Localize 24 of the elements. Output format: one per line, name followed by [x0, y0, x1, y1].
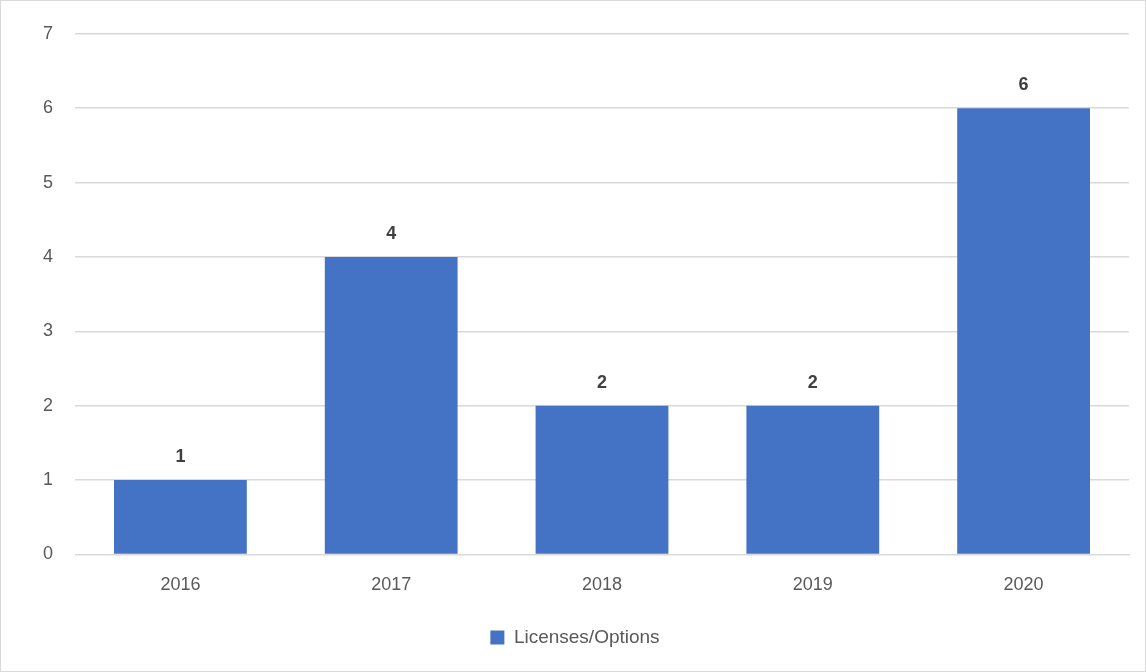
x-tick-label: 2018 — [581, 574, 623, 595]
data-label: 6 — [1018, 74, 1029, 95]
bar — [535, 405, 669, 554]
bar — [957, 108, 1090, 554]
y-tick-label: 6 — [43, 97, 54, 118]
y-tick-label: 4 — [43, 245, 54, 266]
bar — [324, 256, 458, 554]
data-label: 1 — [175, 446, 186, 466]
bar — [746, 405, 880, 554]
bar — [114, 480, 247, 554]
data-label: 4 — [386, 222, 397, 243]
x-tick-label: 2016 — [160, 574, 201, 595]
y-tick-label: 0 — [43, 543, 54, 564]
y-tick-label: 7 — [43, 22, 54, 43]
y-tick-label: 3 — [43, 320, 54, 341]
x-tick-label: 2020 — [1003, 574, 1044, 595]
data-label: 2 — [597, 371, 608, 392]
y-tick-label: 5 — [43, 171, 54, 192]
y-tick-label: 1 — [43, 469, 54, 489]
legend-label: Licenses/Options — [513, 625, 660, 647]
x-tick-label: 2017 — [371, 574, 412, 595]
x-tick-label: 2019 — [792, 574, 833, 595]
y-tick-label: 2 — [43, 394, 54, 415]
data-label: 2 — [807, 371, 818, 392]
